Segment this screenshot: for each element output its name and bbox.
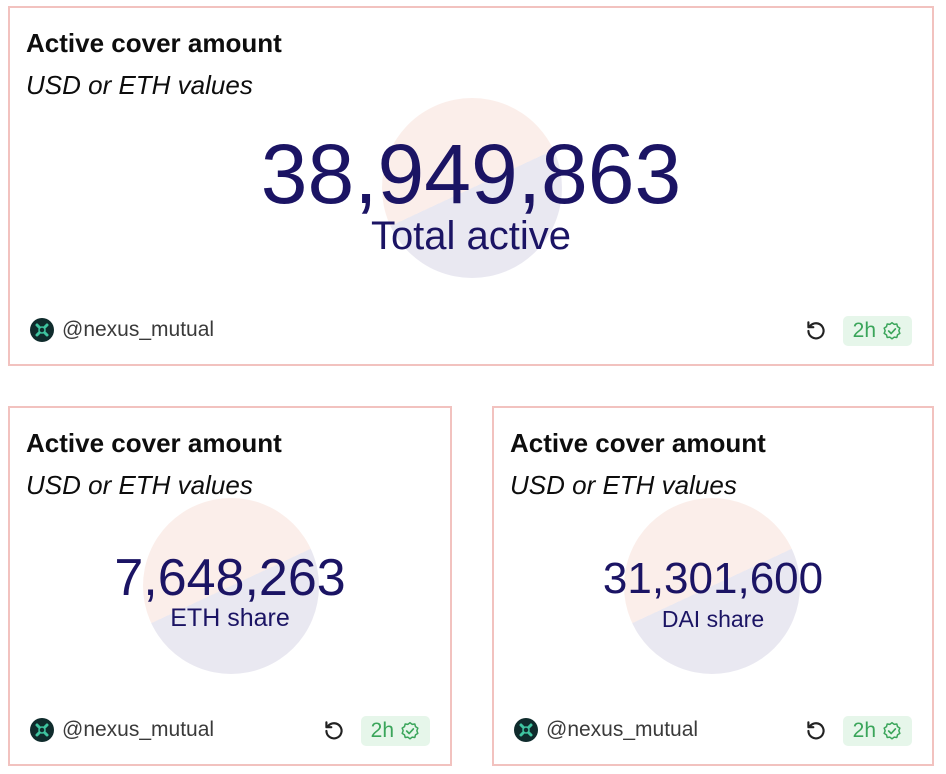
nexus-avatar-icon xyxy=(30,718,54,742)
card-subtitle: USD or ETH values xyxy=(510,470,737,500)
check-badge-icon xyxy=(401,721,419,740)
counter-card-total-active: Active cover amount USD or ETH values 38… xyxy=(8,6,934,366)
freshness-label: 2h xyxy=(852,719,876,742)
counter-caption: DAI share xyxy=(661,606,765,632)
counter-card-eth-share: Active cover amount USD or ETH values 7,… xyxy=(8,406,452,766)
counter-card-dai-share: Active cover amount USD or ETH values 31… xyxy=(492,406,934,766)
refresh-icon[interactable] xyxy=(321,718,347,744)
freshness-label: 2h xyxy=(852,319,876,342)
card-subtitle: USD or ETH values xyxy=(26,70,253,100)
card-footer-actions: 2h xyxy=(803,716,912,746)
counter-value: 7,648,263 xyxy=(114,549,346,607)
author-link[interactable]: @nexus_mutual xyxy=(514,718,698,742)
nexus-avatar-icon xyxy=(30,318,54,342)
check-badge-icon xyxy=(883,321,901,340)
nexus-avatar-icon xyxy=(514,718,538,742)
author-name: @nexus_mutual xyxy=(546,718,699,741)
counter-caption: ETH share xyxy=(170,604,290,632)
refresh-icon[interactable] xyxy=(803,718,829,744)
card-footer-actions: 2h xyxy=(321,716,430,746)
author-link[interactable]: @nexus_mutual xyxy=(30,718,214,742)
card-title: Active cover amount xyxy=(26,428,282,458)
counter-value: 38,949,863 xyxy=(260,127,682,221)
check-badge-icon xyxy=(883,721,901,740)
author-name: @nexus_mutual xyxy=(62,718,215,741)
freshness-badge[interactable]: 2h xyxy=(842,716,912,746)
card-title: Active cover amount xyxy=(26,28,282,58)
refresh-icon[interactable] xyxy=(803,318,829,344)
counter-caption: Total active xyxy=(370,214,572,258)
card-title: Active cover amount xyxy=(510,428,766,458)
background-pie-icon xyxy=(382,98,562,278)
card-footer-actions: 2h xyxy=(803,316,912,346)
freshness-label: 2h xyxy=(370,719,394,742)
background-pie-icon xyxy=(143,498,319,674)
author-link[interactable]: @nexus_mutual xyxy=(30,318,214,342)
author-name: @nexus_mutual xyxy=(62,318,215,341)
card-subtitle: USD or ETH values xyxy=(26,470,253,500)
counter-value: 31,301,600 xyxy=(602,554,824,603)
freshness-badge[interactable]: 2h xyxy=(842,316,912,346)
background-pie-icon xyxy=(624,498,800,674)
freshness-badge[interactable]: 2h xyxy=(360,716,430,746)
